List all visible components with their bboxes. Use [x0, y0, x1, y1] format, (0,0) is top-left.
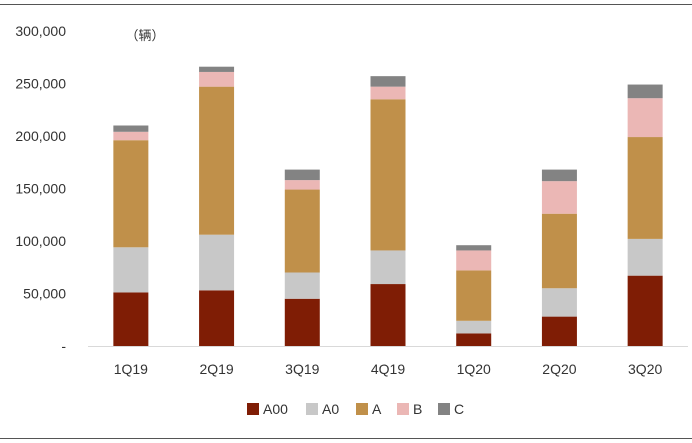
y-tick-label: 250,000: [15, 76, 66, 92]
legend-swatch-a: [356, 403, 368, 415]
x-tick-label: 1Q19: [114, 361, 148, 377]
x-tick-label: 2Q19: [199, 361, 233, 377]
bar-c-2q19: [199, 66, 235, 72]
bar-a-1q20: [456, 270, 492, 321]
bar-c-1q19: [113, 125, 149, 132]
bar-c-3q20: [627, 84, 663, 99]
bar-a-3q20: [627, 137, 663, 239]
bar-a0-2q19: [199, 234, 235, 291]
bar-a0-2q20: [541, 288, 577, 317]
legend-label-b: B: [413, 401, 422, 417]
x-tick-label: 1Q20: [457, 361, 491, 377]
bar-b-2q20: [541, 181, 577, 214]
y-tick-label: 300,000: [15, 23, 66, 39]
bar-b-3q19: [284, 180, 320, 190]
bar-a00-2q19: [199, 290, 235, 346]
bar-c-1q20: [456, 245, 492, 251]
legend-label-a: A: [372, 401, 382, 417]
bar-a-2q20: [541, 213, 577, 289]
y-tick-label: 200,000: [15, 128, 66, 144]
bar-a0-1q19: [113, 247, 149, 293]
legend-swatch-a00: [247, 403, 259, 415]
bar-c-3q19: [284, 169, 320, 181]
bar-a-1q19: [113, 140, 149, 248]
legend-swatch-c: [438, 403, 450, 415]
y-tick-label: 50,000: [23, 286, 66, 302]
y-tick-label: 150,000: [15, 181, 66, 197]
x-tick-label: 2Q20: [542, 361, 576, 377]
legend: A00 A0 A B C: [247, 401, 464, 417]
bar-a00-1q20: [456, 333, 492, 346]
x-tick-label: 3Q19: [285, 361, 319, 377]
bar-a-3q19: [284, 189, 320, 273]
bar-a-4q19: [370, 99, 406, 251]
bar-a00-2q20: [541, 316, 577, 346]
legend-label-a00: A00: [263, 401, 288, 417]
legend-swatch-b: [397, 403, 409, 415]
x-tick-label: 4Q19: [371, 361, 405, 377]
bar-b-1q20: [456, 250, 492, 271]
legend-label-a0: A0: [322, 401, 339, 417]
bar-b-2q19: [199, 71, 235, 87]
bar-a-2q19: [199, 86, 235, 235]
bar-b-1q19: [113, 131, 149, 141]
bar-b-4q19: [370, 86, 406, 100]
bar-c-2q20: [541, 169, 577, 182]
bar-a0-4q19: [370, 250, 406, 285]
bar-series: [113, 66, 663, 346]
y-tick-label: 100,000: [15, 233, 66, 249]
y-tick-label: -: [61, 338, 66, 354]
bar-a00-3q20: [627, 275, 663, 346]
bar-a00-1q19: [113, 292, 149, 346]
legend-label-c: C: [454, 401, 464, 417]
x-tick-label: 3Q20: [628, 361, 662, 377]
bar-c-4q19: [370, 76, 406, 87]
bar-a0-3q20: [627, 238, 663, 276]
x-axis-labels: 1Q19 2Q19 3Q19 4Q19 1Q20 2Q20 3Q20: [114, 361, 663, 377]
unit-label: （辆）: [125, 29, 164, 44]
bar-a00-4q19: [370, 284, 406, 346]
legend-swatch-a0: [306, 403, 318, 415]
bar-a0-1q20: [456, 320, 492, 334]
bar-a00-3q19: [284, 298, 320, 346]
bar-a0-3q19: [284, 272, 320, 299]
bar-b-3q20: [627, 98, 663, 138]
y-axis-ticks: - 50,000 100,000 150,000 200,000 250,000 300,0…: [15, 23, 66, 354]
